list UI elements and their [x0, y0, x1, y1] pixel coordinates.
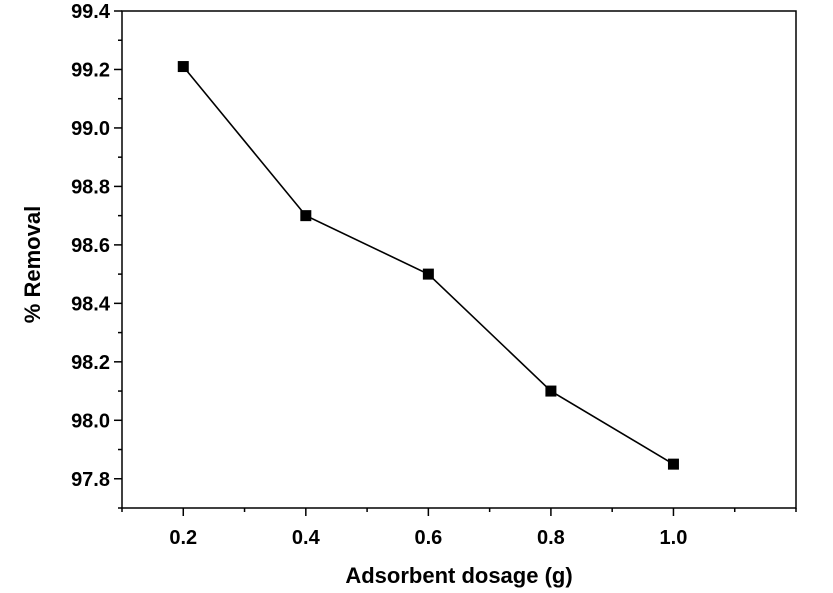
- series-line: [182, 66, 674, 465]
- x-tick-label: 0.4: [292, 527, 321, 549]
- x-tick-label: 1.0: [660, 527, 688, 549]
- x-tick-label: 0.8: [537, 527, 565, 549]
- y-tick-label: 98.4: [71, 293, 111, 315]
- data-series: [177, 61, 679, 470]
- data-point: [545, 385, 557, 397]
- axes: [121, 10, 797, 509]
- ticks: 0.2 0.4 0.6 0.8 1.0 97.8 98.0 98.2 98.4 98.6 98.8 9…: [71, 1, 797, 549]
- x-axis-title: Adsorbent dosage (g): [345, 563, 572, 588]
- data-point: [667, 458, 679, 470]
- y-tick-label: 97.8: [71, 469, 110, 491]
- y-tick-label: 98.8: [71, 176, 110, 198]
- y-axis-title: % Removal: [20, 206, 45, 323]
- y-tick-label: 99.4: [71, 1, 111, 23]
- y-tick-label: 98.0: [71, 410, 110, 432]
- plot-frame: [121, 10, 797, 509]
- y-tick-label: 99.0: [71, 118, 110, 140]
- x-tick-label: 0.2: [169, 527, 197, 549]
- data-point: [422, 268, 434, 280]
- y-tick-label: 98.2: [71, 352, 110, 374]
- data-point: [177, 61, 189, 73]
- y-tick-label: 99.2: [71, 59, 110, 81]
- x-tick-label: 0.6: [414, 527, 442, 549]
- data-point: [300, 210, 312, 222]
- y-tick-label: 98.6: [71, 235, 110, 257]
